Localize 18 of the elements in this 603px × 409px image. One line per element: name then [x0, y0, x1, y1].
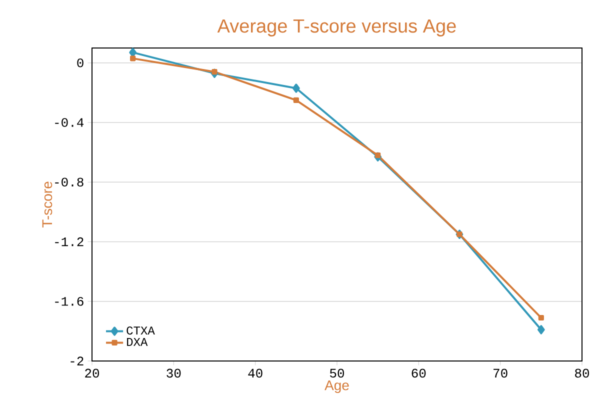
x-tick-label: 40 — [248, 368, 262, 378]
x-tick-label: 50 — [330, 368, 344, 378]
y-tick-label: -1.6 — [55, 296, 84, 306]
x-tick-label: 20 — [85, 368, 99, 378]
y-tick-label: -0.8 — [55, 178, 84, 187]
y-tick-label: -0.4 — [55, 118, 84, 127]
y-tick-label: -2 — [70, 356, 84, 366]
legend-label: CTXA — [126, 326, 155, 335]
legend-label: DXA — [127, 338, 148, 346]
y-tick-label: -1.2 — [55, 237, 84, 246]
y-axis-title: T-score — [42, 182, 52, 228]
x-tick-label: 70 — [494, 368, 508, 378]
y-tick-label: 0 — [77, 58, 84, 68]
x-tick-label: 30 — [166, 368, 181, 378]
chart-title: Average T-score versus Age — [217, 19, 456, 36]
x-tick-label: 80 — [575, 368, 589, 378]
x-tick-label: 60 — [412, 368, 426, 378]
x-axis-title: Age — [324, 380, 349, 394]
